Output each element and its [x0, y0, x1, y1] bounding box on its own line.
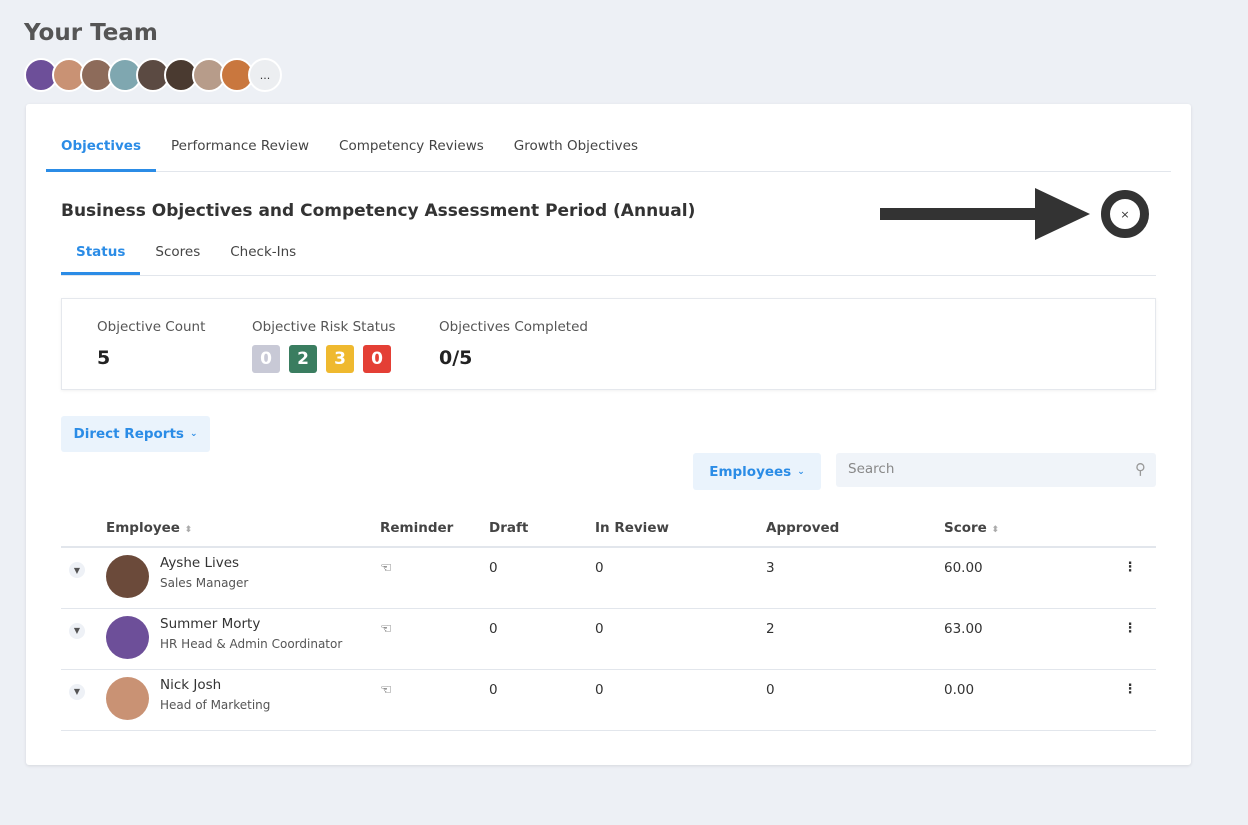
table-row: ▼ Ayshe Lives Sales Manager ☜ 0 0 3 60.00…	[61, 547, 1156, 609]
draft-count: 0	[489, 669, 595, 731]
direct-reports-label: Direct Reports	[73, 426, 184, 442]
expand-row-button[interactable]: ▼	[69, 562, 85, 578]
sort-icon: ⬍	[991, 524, 1000, 535]
employee-avatar	[106, 615, 149, 659]
employee-table: Employee ⬍ Reminder Draft In Review Appr…	[61, 509, 1156, 731]
in-review-count: 0	[595, 547, 766, 609]
search-placeholder: Search	[848, 461, 895, 477]
approved-count: 2	[766, 608, 944, 670]
risk-badge: 0	[252, 345, 280, 373]
score: 63.00	[944, 608, 1104, 670]
close-button[interactable]: ×	[1101, 190, 1149, 238]
risk-badge: 0	[363, 345, 391, 373]
tab-competency-reviews[interactable]: Competency Reviews	[339, 138, 484, 154]
more-members-button[interactable]: ...	[248, 58, 282, 92]
tab-growth-objectives[interactable]: Growth Objectives	[513, 138, 638, 154]
draft-count: 0	[489, 547, 595, 609]
direct-reports-dropdown[interactable]: Direct Reports ⌄	[61, 416, 210, 452]
subtab-check-ins[interactable]: Check-Ins	[230, 244, 297, 260]
expand-row-button[interactable]: ▼	[69, 683, 85, 700]
tab-performance-review[interactable]: Performance Review	[171, 138, 310, 154]
in-review-count: 0	[595, 608, 766, 670]
chevron-down-icon: ⌄	[797, 466, 805, 477]
reminder-hand-icon[interactable]: ☜	[380, 560, 393, 576]
tab-objectives[interactable]: Objectives	[46, 126, 156, 172]
chevron-down-icon: ⌄	[189, 429, 198, 439]
header-reminder: Reminder	[380, 509, 489, 548]
approved-count: 3	[766, 547, 944, 609]
employees-dropdown[interactable]: Employees ⌄	[693, 453, 821, 490]
sort-icon: ⬍	[184, 524, 193, 535]
header-in-review: In Review	[595, 509, 766, 548]
employee-name[interactable]: Summer Morty	[160, 615, 261, 632]
subtab-status[interactable]: Status	[61, 232, 141, 275]
risk-status-label: Objective Risk Status	[252, 319, 396, 335]
objectives-completed: Objectives Completed 0/5	[439, 319, 588, 369]
employee-role: HR Head & Admin Coordinator	[160, 636, 343, 651]
completed-label: Objectives Completed	[439, 319, 588, 335]
more-options-icon[interactable]: ⋮	[1123, 560, 1137, 575]
employee-avatar	[106, 676, 149, 720]
risk-badge: 3	[326, 345, 354, 373]
score: 0.00	[944, 669, 1104, 731]
arrow-annotation-icon	[880, 188, 1090, 240]
employee-name[interactable]: Ayshe Lives	[160, 555, 240, 571]
more-options-icon[interactable]: ⋮	[1123, 681, 1137, 697]
table-row: ▼ Nick Josh Head of Marketing ☜ 0 0 0 0.0…	[61, 669, 1156, 731]
employee-avatar	[106, 555, 149, 598]
period-title: Business Objectives and Competency Asses…	[61, 201, 696, 221]
page-title: Your Team	[24, 20, 158, 46]
risk-badge: 2	[289, 345, 317, 373]
search-icon: ⚲	[1135, 460, 1146, 478]
reminder-hand-icon[interactable]: ☜	[380, 620, 393, 637]
employee-role: Sales Manager	[160, 576, 249, 590]
table-row: ▼ Summer Morty HR Head & Admin Coordinato…	[61, 608, 1156, 670]
objective-count-value: 5	[97, 347, 111, 369]
reminder-hand-icon[interactable]: ☜	[380, 681, 393, 698]
header-approved: Approved	[766, 509, 944, 548]
subtab-scores[interactable]: Scores	[155, 244, 201, 260]
employees-label: Employees	[709, 463, 792, 480]
expand-row-button[interactable]: ▼	[69, 622, 85, 639]
more-options-icon[interactable]: ⋮	[1123, 620, 1137, 636]
employee-role: Head of Marketing	[160, 697, 271, 712]
search-input[interactable]: Search ⚲	[836, 453, 1156, 487]
objective-count: Objective Count 5	[97, 319, 205, 369]
in-review-count: 0	[595, 669, 766, 731]
team-avatar[interactable]	[136, 58, 170, 92]
header-draft: Draft	[489, 509, 595, 548]
team-avatars: ...	[24, 58, 282, 92]
score: 60.00	[944, 547, 1104, 609]
completed-value: 0/5	[439, 347, 473, 369]
main-card: Objectives Performance Review Competency…	[26, 104, 1191, 765]
header-employee[interactable]: Employee ⬍	[106, 509, 380, 548]
draft-count: 0	[489, 608, 595, 670]
stats-panel: Objective Count 5 Objective Risk Status …	[61, 298, 1156, 390]
objective-count-label: Objective Count	[97, 319, 206, 335]
main-tabs: Objectives Performance Review Competency…	[46, 126, 1171, 172]
employee-name[interactable]: Nick Josh	[160, 676, 222, 693]
header-score[interactable]: Score ⬍	[944, 509, 1104, 548]
sub-tabs: Status Scores Check-Ins	[61, 232, 1156, 276]
approved-count: 0	[766, 669, 944, 731]
